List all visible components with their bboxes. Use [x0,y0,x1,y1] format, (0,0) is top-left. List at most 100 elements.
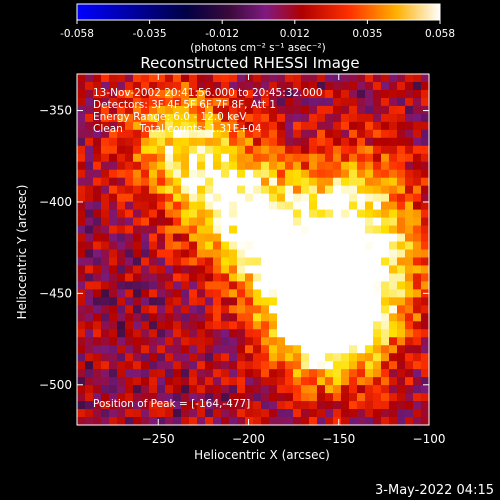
heatmap-cell [341,273,350,283]
heatmap-cell [189,233,198,243]
heatmap-cell [213,337,222,346]
heatmap-cell [285,233,294,243]
heatmap-cell [237,217,246,227]
heatmap-cell [397,121,406,131]
heatmap-cell [229,153,238,163]
heatmap-cell [173,393,182,402]
heatmap-cell [205,81,214,91]
heatmap-cell [301,353,310,362]
heatmap-cell [205,361,214,370]
heatmap-cell [365,353,374,362]
heatmap-cell [349,361,358,370]
heatmap-cell [85,74,94,83]
heatmap-cell [365,289,374,298]
heatmap-cell [173,89,182,99]
heatmap-cell [213,209,222,219]
heatmap-cell [381,409,390,418]
heatmap-cell [141,249,150,259]
heatmap-cell [357,185,366,195]
heatmap-cell [125,321,134,330]
heatmap-cell [149,401,158,410]
heatmap-cell [197,361,206,370]
colorbar-ticks: -0.058 -0.035 -0.012 0.012 0.035 0.058 [60,20,455,40]
heatmap-cell [213,153,222,163]
heatmap-cell [277,305,286,314]
heatmap-cell [405,257,414,267]
heatmap-cell [413,401,422,410]
heatmap-cell [349,385,358,394]
heatmap-cell [165,417,174,426]
heatmap-cell [165,281,174,290]
heatmap-cell [245,153,254,163]
heatmap-cell [125,217,134,227]
heatmap-cell [269,249,278,259]
heatmap-cell [381,329,390,338]
heatmap-cell [149,225,158,235]
heatmap-cell [397,74,406,83]
heatmap-cell [181,105,190,115]
heatmap-cell [197,329,206,338]
heatmap-cell [149,305,158,314]
heatmap-cell [85,401,94,410]
heatmap-cell [245,209,254,219]
heatmap-cell [149,193,158,203]
heatmap-cell [125,105,134,115]
heatmap-cell [141,353,150,362]
heatmap-cell [389,81,398,91]
heatmap-cell [341,297,350,306]
heatmap-cell [157,249,166,259]
heatmap-cell [405,177,414,187]
heatmap-cell [309,137,318,147]
heatmap-cell [101,353,110,362]
heatmap-cell [93,113,102,123]
heatmap-cell [93,169,102,179]
heatmap-cell [413,321,422,330]
heatmap-cell [285,121,294,131]
heatmap-cell [333,257,342,267]
heatmap-cell [101,385,110,394]
heatmap-cell [341,417,350,426]
heatmap-cell [285,409,294,418]
heatmap-cell [77,233,86,243]
heatmap-cell [349,345,358,354]
heatmap-cell [181,369,190,378]
heatmap-cell [309,337,318,346]
heatmap-cell [341,281,350,290]
heatmap-cell [397,105,406,115]
heatmap-cell [85,153,94,163]
heatmap-cell [381,361,390,370]
heatmap-cell [413,273,422,283]
heatmap-cell [333,129,342,139]
heatmap-cell [365,329,374,338]
heatmap-cell [341,81,350,91]
heatmap-cell [277,177,286,187]
heatmap-cell [253,89,262,99]
heatmap-cell [373,273,382,283]
heatmap-cell [301,137,310,147]
colorbar-tick-label: 0.012 [280,28,310,40]
heatmap-cell [221,321,230,330]
heatmap-cell [389,417,398,426]
heatmap-cell [85,417,94,426]
heatmap-cell [277,289,286,298]
heatmap-cell [317,97,326,107]
colorbar-tick-label: -0.035 [133,28,167,40]
heatmap-cell [149,249,158,259]
heatmap-cell [141,105,150,115]
heatmap-cell [309,249,318,259]
heatmap-cell [141,409,150,418]
heatmap-cell [365,249,374,259]
heatmap-cell [125,281,134,290]
heatmap-cell [213,177,222,187]
heatmap-cell [133,241,142,251]
heatmap-cell [317,265,326,275]
heatmap-cell [405,121,414,131]
heatmap-cell [341,193,350,203]
heatmap-cell [301,97,310,107]
heatmap-cell [213,345,222,354]
heatmap-cell [133,169,142,179]
heatmap-cell [85,233,94,243]
heatmap-cell [141,74,150,83]
heatmap-cell [101,201,110,211]
heatmap-cell [85,377,94,386]
